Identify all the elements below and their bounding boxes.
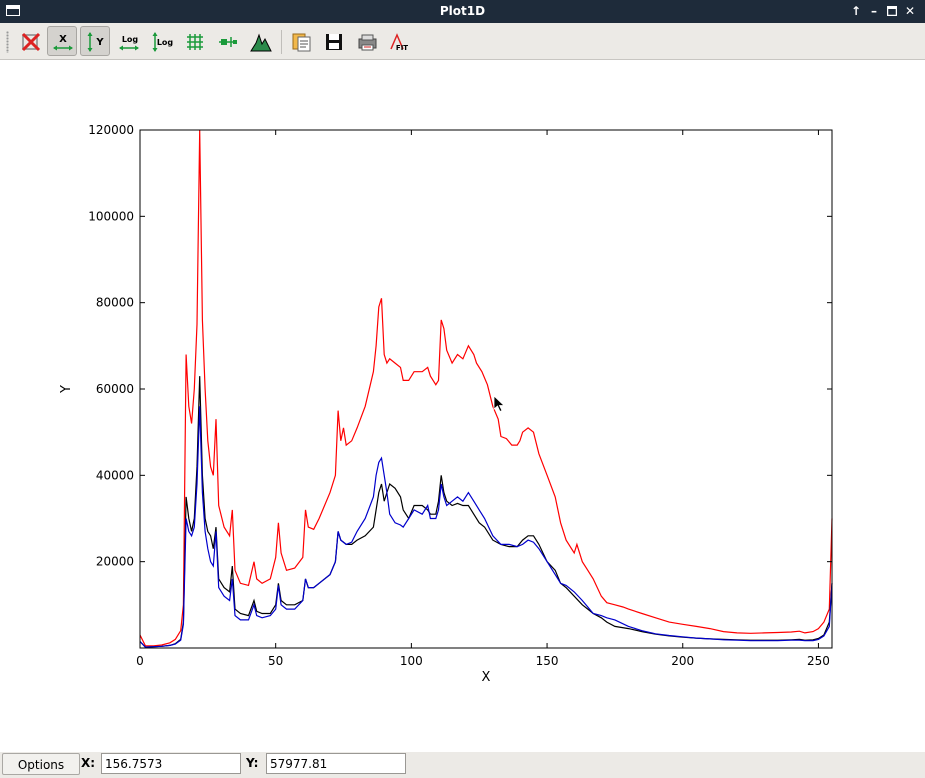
x-axis-label: X	[482, 670, 491, 685]
close-icon[interactable]: ✕	[902, 3, 918, 20]
print-icon	[356, 31, 378, 53]
x-coord-label: X:	[81, 756, 95, 770]
title-bar: Plot1D ↑ – ✕	[0, 0, 925, 23]
keep-above-icon[interactable]: ↑	[848, 3, 864, 20]
log-y-icon: Log	[151, 31, 173, 53]
minimize-icon[interactable]: –	[866, 3, 882, 20]
copy-icon	[290, 31, 312, 53]
y-coord-label: Y:	[246, 756, 258, 770]
toolbar-grip[interactable]	[6, 31, 9, 53]
y-tick-label: 60000	[96, 382, 134, 396]
autoscale-y-icon: Y	[85, 31, 107, 53]
window-title: Plot1D	[0, 4, 925, 18]
autoscale-x-icon: X	[52, 31, 74, 53]
y-axis-label: Y	[59, 385, 74, 394]
x-coord-field[interactable]: 156.7573	[101, 753, 241, 774]
autoscale-x-button[interactable]: X	[47, 26, 77, 56]
autoscale-y-button[interactable]: Y	[80, 26, 110, 56]
autoscale-y-text: Y	[95, 37, 104, 48]
x-tick-label: 100	[400, 654, 423, 668]
toolbar: X Y Log Log	[0, 23, 925, 60]
log-y-text: Log	[157, 38, 173, 47]
series-line-2	[140, 406, 832, 647]
log-x-text: Log	[122, 35, 139, 44]
series-line-0	[140, 130, 832, 646]
x-tick-label: 150	[536, 654, 559, 668]
curve-style-icon	[217, 31, 239, 53]
copy-button[interactable]	[285, 26, 315, 56]
plot-area[interactable]: 0 50 100 150 200 250 20000 40000 60000 80000 10000…	[0, 60, 925, 752]
y-tick-label: 100000	[88, 209, 134, 223]
save-icon	[323, 31, 345, 53]
x-tick-label: 250	[807, 654, 830, 668]
x-tick-label: 0	[136, 654, 144, 668]
curve-style-button[interactable]	[212, 26, 242, 56]
grid-button[interactable]	[179, 26, 209, 56]
curves	[140, 130, 832, 647]
save-button[interactable]	[318, 26, 348, 56]
y-tick-label: 120000	[88, 123, 134, 137]
x-tick-label: 50	[268, 654, 283, 668]
log-x-button[interactable]: Log	[113, 26, 143, 56]
options-button[interactable]: Options	[2, 753, 80, 775]
y-tick-label: 80000	[96, 296, 134, 310]
maximize-icon[interactable]	[884, 3, 900, 20]
fill-curve-icon	[250, 31, 272, 53]
y-coord-field[interactable]: 57977.81	[266, 753, 406, 774]
reset-zoom-button[interactable]	[15, 26, 45, 56]
plot-frame	[140, 130, 832, 648]
grid-icon	[184, 31, 206, 53]
y-tick-label: 20000	[96, 555, 134, 569]
fit-button[interactable]: FIT	[384, 26, 414, 56]
fit-text: FIT	[396, 44, 408, 52]
autoscale-x-text: X	[59, 34, 67, 45]
mouse-cursor-icon	[494, 396, 504, 412]
log-y-button[interactable]: Log	[146, 26, 176, 56]
x-tick-label: 200	[671, 654, 694, 668]
reset-zoom-icon	[20, 31, 42, 53]
y-tick-label: 40000	[96, 468, 134, 482]
print-button[interactable]	[351, 26, 381, 56]
log-x-icon: Log	[118, 31, 140, 53]
series-line-1	[140, 376, 832, 647]
status-bar: Options X: 156.7573 Y: 57977.81	[0, 752, 925, 778]
fit-icon: FIT	[389, 31, 411, 53]
fill-curve-button[interactable]	[245, 26, 275, 56]
line-chart[interactable]: 0 50 100 150 200 250 20000 40000 60000 80000 10000…	[0, 60, 925, 752]
toolbar-separator	[281, 30, 282, 54]
